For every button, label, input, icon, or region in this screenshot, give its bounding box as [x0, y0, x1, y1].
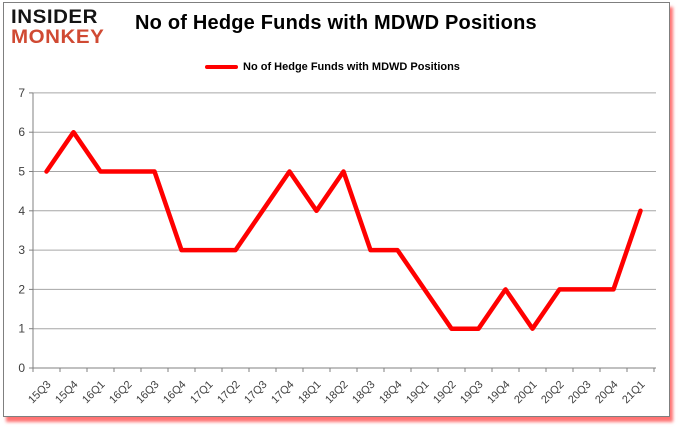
chart-title: No of Hedge Funds with MDWD Positions: [135, 12, 537, 34]
y-tick-label: 6: [18, 125, 25, 139]
x-tick-label: 16Q1: [80, 379, 108, 407]
x-tick-label: 16Q4: [161, 379, 189, 407]
series-line: [44, 129, 643, 331]
y-tick-label: 7: [18, 86, 25, 100]
y-tick-label: 0: [18, 361, 25, 375]
y-tick-label: 3: [18, 243, 25, 257]
x-tick-label: 17Q3: [242, 379, 270, 407]
y-tick-label: 4: [18, 204, 25, 218]
gridlines: [33, 92, 656, 369]
y-tick-label: 2: [18, 282, 25, 296]
x-tick-label: 20Q1: [512, 379, 540, 407]
logo-line2: MONKEY: [11, 27, 105, 48]
x-tick-label: 20Q4: [593, 379, 621, 407]
insider-monkey-logo: INSIDER MONKEY: [11, 8, 104, 47]
legend: No of Hedge Funds with MDWD Positions: [205, 61, 460, 73]
y-axis: 0 1 2 3 4 5 6 7: [18, 86, 34, 375]
chart-frame: 0 1 2 3 4 5 6 7 15Q3 15Q4 16Q1 16Q2 16Q3 16Q4 17Q1 17Q2…: [3, 2, 670, 417]
x-tick-label: 17Q4: [269, 379, 297, 407]
x-tick-label: 15Q3: [26, 379, 54, 407]
logo-line1: INSIDER: [11, 7, 99, 28]
chart-svg: 0 1 2 3 4 5 6 7 15Q3 15Q4 16Q1 16Q2 16Q3 16Q4 17Q1 17Q2…: [18, 86, 656, 407]
x-tick-label: 17Q2: [215, 379, 243, 407]
x-tick-label: 20Q2: [539, 379, 567, 407]
y-tick-label: 5: [18, 165, 25, 179]
x-tick-label: 19Q3: [458, 379, 486, 407]
x-tick-label: 15Q4: [53, 379, 81, 407]
x-tick-label: 18Q3: [350, 379, 378, 407]
x-tick-label: 17Q1: [188, 379, 216, 407]
x-axis: 15Q3 15Q4 16Q1 16Q2 16Q3 16Q4 17Q1 17Q2 17Q3 17Q4…: [26, 368, 655, 407]
y-tick-label: 1: [18, 322, 25, 336]
x-tick-label: 21Q1: [620, 379, 648, 407]
x-tick-label: 19Q1: [404, 379, 432, 407]
x-tick-label: 16Q3: [134, 379, 162, 407]
x-tick-label: 18Q4: [377, 379, 405, 407]
legend-line-swatch: [205, 65, 238, 69]
legend-label: No of Hedge Funds with MDWD Positions: [243, 61, 460, 73]
x-tick-label: 19Q2: [431, 379, 459, 407]
x-tick-label: 20Q3: [566, 379, 594, 407]
x-tick-label: 19Q4: [485, 379, 513, 407]
x-tick-label: 18Q1: [296, 379, 324, 407]
x-tick-label: 18Q2: [323, 379, 351, 407]
x-tick-label: 16Q2: [107, 379, 135, 407]
